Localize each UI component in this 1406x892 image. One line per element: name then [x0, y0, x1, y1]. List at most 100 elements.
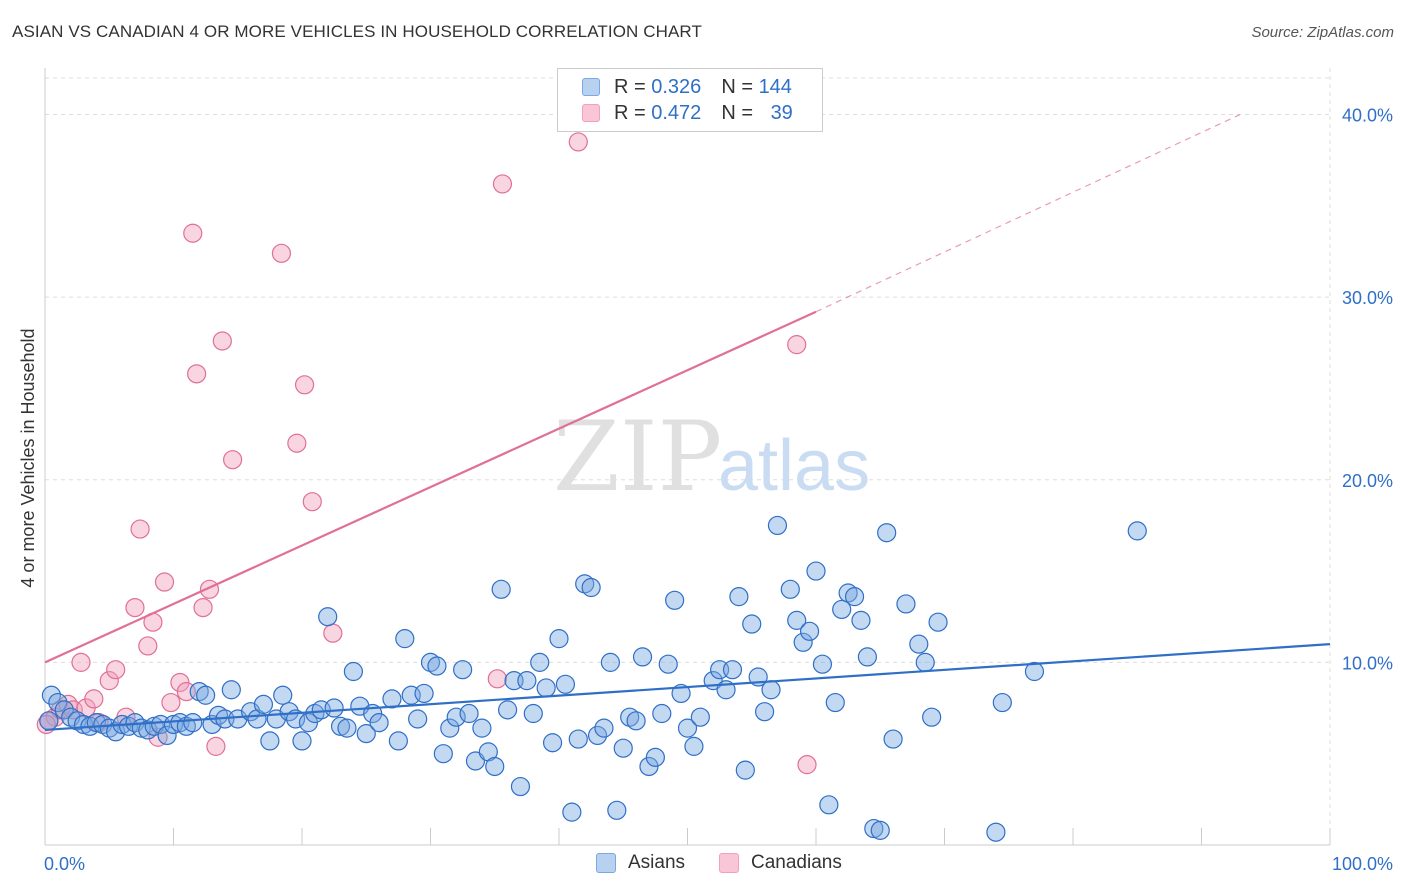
- data-point: [440, 718, 460, 738]
- data-point: [594, 718, 614, 738]
- data-point: [793, 632, 813, 652]
- data-point: [388, 731, 408, 751]
- data-point: [797, 755, 817, 775]
- stats-legend: R = 0.326 N = 144 R = 0.472 N = 39: [557, 68, 823, 132]
- data-point: [986, 822, 1006, 842]
- data-point: [54, 700, 74, 720]
- data-point: [161, 692, 181, 713]
- data-point: [395, 629, 415, 649]
- data-point: [684, 736, 704, 756]
- data-point: [485, 756, 505, 777]
- data-point: [324, 698, 344, 718]
- data-point: [183, 713, 203, 733]
- data-point: [302, 492, 322, 512]
- data-point: [492, 174, 513, 194]
- data-point: [330, 716, 351, 736]
- data-point: [99, 718, 119, 738]
- data-point: [453, 660, 473, 680]
- data-point: [138, 636, 158, 656]
- data-point: [530, 652, 550, 672]
- data-point: [536, 678, 556, 698]
- data-point: [223, 450, 243, 470]
- data-point: [735, 760, 755, 780]
- axis-labels: 10.0% 20.0% 30.0% 40.0% 0.0% 100.0% 4 or more …: [18, 106, 1393, 874]
- watermark: ZIP atlas: [553, 401, 870, 513]
- data-point: [864, 818, 884, 839]
- data-point: [292, 731, 312, 751]
- data-point: [1127, 521, 1147, 541]
- data-point: [196, 685, 216, 705]
- data-point: [106, 660, 126, 680]
- data-point: [260, 731, 280, 751]
- data-point: [587, 725, 608, 746]
- asians-trend-line: [44, 643, 1331, 732]
- legend-n-label: N =: [721, 75, 753, 98]
- legend-n-value: 39: [770, 101, 793, 124]
- data-point: [555, 674, 576, 694]
- data-point: [271, 243, 292, 263]
- canadians-points: [36, 132, 817, 775]
- data-point: [183, 223, 203, 243]
- data-point: [787, 335, 807, 355]
- asians-legend-label: Asians: [628, 852, 686, 873]
- data-point: [626, 711, 646, 731]
- watermark-zip: ZIP: [553, 401, 722, 513]
- data-point: [189, 681, 209, 702]
- canadians-swatch: [582, 104, 600, 122]
- data-point: [825, 692, 845, 713]
- data-point: [446, 707, 466, 727]
- data-point: [600, 652, 621, 672]
- data-point: [208, 705, 229, 725]
- data-point: [780, 579, 800, 599]
- data-point: [206, 736, 226, 756]
- legend-r-value: 0.472: [651, 101, 702, 124]
- data-point: [607, 800, 627, 820]
- data-point: [408, 709, 428, 729]
- data-point: [812, 654, 833, 674]
- data-point: [84, 689, 104, 709]
- data-point: [928, 612, 948, 632]
- data-point: [510, 776, 531, 797]
- data-point: [992, 692, 1012, 713]
- data-point: [870, 820, 890, 840]
- data-point: [369, 713, 389, 733]
- data-point: [722, 660, 743, 680]
- data-point: [154, 572, 175, 592]
- data-point: [754, 702, 775, 722]
- data-point: [279, 702, 299, 722]
- data-point: [125, 597, 145, 618]
- data-point: [487, 669, 507, 689]
- data-point: [915, 652, 935, 672]
- data-point: [652, 703, 672, 724]
- data-point: [883, 729, 903, 749]
- data-point: [420, 652, 441, 672]
- y-axis-label: 4 or more Vehicles in Household: [18, 328, 38, 587]
- y-tick-label: 40.0%: [1342, 106, 1393, 126]
- data-point: [787, 610, 807, 630]
- data-point: [221, 680, 241, 700]
- data-point: [806, 561, 826, 581]
- data-point: [568, 729, 588, 749]
- watermark-atlas: atlas: [718, 426, 870, 506]
- data-point: [323, 623, 343, 643]
- data-point: [857, 647, 878, 667]
- legend-r-value: 0.326: [651, 75, 702, 98]
- data-point: [472, 718, 492, 738]
- data-point: [581, 577, 601, 598]
- data-point: [491, 579, 511, 599]
- data-point: [187, 364, 207, 384]
- x-tick-label: 100.0%: [1332, 854, 1393, 874]
- data-point: [690, 707, 710, 727]
- data-point: [729, 587, 749, 607]
- data-point: [568, 132, 588, 152]
- asians-legend-swatch: [596, 853, 616, 873]
- data-point: [632, 647, 653, 667]
- asians-swatch: [582, 78, 600, 96]
- source-label: Source: ZipAtlas.com: [1251, 24, 1394, 41]
- data-point: [212, 331, 232, 351]
- legend-n-value: 144: [758, 75, 792, 98]
- data-point: [427, 656, 447, 676]
- legend-row-canadians: R = 0.472 N = 39: [582, 100, 793, 126]
- data-point: [517, 671, 537, 691]
